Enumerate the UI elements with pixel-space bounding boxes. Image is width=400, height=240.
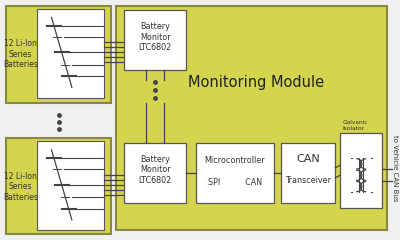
Text: Battery
Monitor
LTC6802: Battery Monitor LTC6802 [138,155,172,185]
Text: Monitoring Module: Monitoring Module [188,75,324,90]
Bar [280,143,335,203]
Bar [37,8,104,98]
Bar [124,11,186,70]
Text: Battery
Monitor
LTC6802: Battery Monitor LTC6802 [138,23,172,52]
Bar [6,6,111,103]
Text: CAN: CAN [296,154,320,164]
Bar [124,143,186,203]
Text: Transceiver: Transceiver [285,176,331,185]
Text: to Vehicle CAN Bus: to Vehicle CAN Bus [392,135,398,201]
Bar [196,143,274,203]
Text: 12 Li-Ion
Series
Batteries: 12 Li-Ion Series Batteries [3,39,38,69]
Bar [6,138,111,234]
Text: Microcontroller: Microcontroller [204,156,265,165]
Bar [37,141,104,230]
Text: Galvanic
Isolator: Galvanic Isolator [342,120,368,131]
Text: 12 Li-Ion
Series
Batteries: 12 Li-Ion Series Batteries [3,172,38,202]
Bar [340,133,382,208]
Bar [116,6,387,229]
Text: SPI          CAN: SPI CAN [208,178,262,187]
